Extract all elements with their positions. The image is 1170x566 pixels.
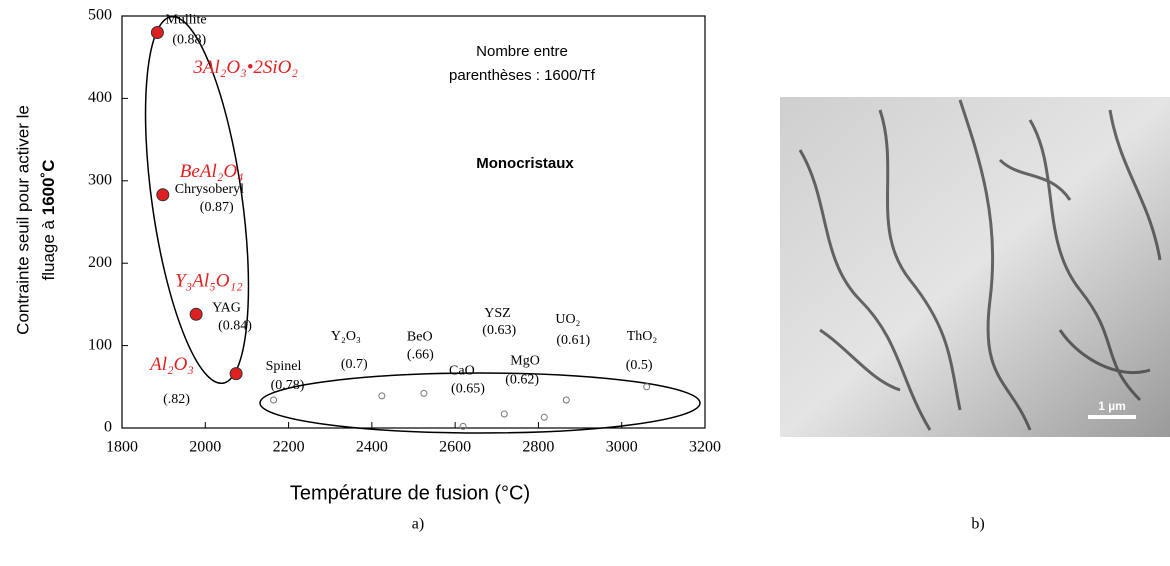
x-tick-label: 2600: [439, 439, 471, 456]
point: [150, 25, 164, 39]
point-ratio: (.66): [407, 348, 434, 363]
x-axis-label: Température de fusion (°C): [290, 482, 530, 504]
annotation: parenthèses : 1600/Tf: [449, 67, 596, 84]
scale-bar-label: 1 µm: [1098, 399, 1126, 413]
formula: 3Al₂O₃•2SiO₂: [192, 57, 298, 78]
point-ratio: (0.5): [626, 358, 653, 373]
y-tick-label: 500: [88, 7, 112, 24]
point: [378, 392, 386, 400]
y-tick-label: 100: [88, 336, 112, 353]
dislocations: [798, 99, 1162, 431]
y-tick-label: 200: [88, 254, 112, 271]
group-label: Monocristaux: [476, 155, 574, 172]
formula: BeAl₂O₄: [180, 161, 244, 182]
point-ratio: (0.84): [218, 319, 252, 334]
scale-bar: [1088, 415, 1136, 419]
y-axis-label-part: 1600˚C: [39, 160, 58, 216]
y-tick-label: 400: [88, 89, 112, 106]
y-axis-label: Contrainte seuil pour activer le: [13, 105, 32, 335]
point-ratio: (0.61): [556, 333, 590, 348]
point: [229, 367, 243, 381]
point: [562, 396, 570, 404]
x-tick-label: 2200: [273, 439, 305, 456]
point: [500, 410, 508, 418]
micrograph-background: [780, 97, 1170, 437]
point-label: Mullite: [165, 13, 206, 28]
x-tick-label: 2000: [189, 439, 221, 456]
point: [540, 413, 548, 421]
x-tick-label: 3200: [689, 439, 721, 456]
point: [189, 307, 203, 321]
point-label: BeO: [407, 330, 433, 345]
point-label: Chrysoberyl: [175, 182, 244, 197]
x-tick-label: 1800: [106, 439, 138, 456]
ellipse-single-crystals: [144, 15, 250, 385]
point-label: Spinel: [266, 359, 302, 374]
point-ratio: (0.87): [200, 200, 234, 215]
point-label: UO₂: [555, 312, 580, 327]
micrograph: 1 µm: [780, 97, 1170, 437]
point: [420, 389, 428, 397]
caption: a): [412, 516, 424, 533]
point-ratio: (0.62): [505, 373, 539, 388]
point-ratio: (0.88): [172, 33, 206, 48]
y-tick-label: 0: [104, 419, 112, 436]
ellipse-oxides: [259, 372, 701, 434]
x-tick-label: 2400: [356, 439, 388, 456]
x-tick-label: 2800: [522, 439, 554, 456]
point-ratio: (0.63): [482, 323, 516, 338]
point: [156, 188, 170, 202]
point-label: Y₂O₃: [331, 329, 361, 344]
point-label: ThO₂: [627, 329, 658, 344]
formula: Al₂O₃: [148, 354, 194, 375]
formula: Y₃Al₅O₁₂: [175, 271, 243, 292]
point: [643, 383, 651, 391]
point: [270, 396, 278, 404]
y-tick-label: 300: [88, 171, 112, 188]
point: [459, 422, 467, 430]
y-axis-label: fluage à 1600˚C: [39, 160, 58, 281]
point-ratio: (0.7): [341, 357, 368, 372]
point-ratio: (0.65): [451, 382, 485, 397]
y-axis-label-part: fluage à: [39, 215, 58, 280]
x-tick-label: 3000: [606, 439, 638, 456]
annotation: Nombre entre: [476, 43, 568, 60]
point-ratio: (.82): [163, 392, 190, 407]
caption: b): [971, 516, 984, 533]
point-label: MgO: [510, 354, 540, 369]
point-label: YSZ: [484, 306, 510, 321]
point-ratio: (0.78): [271, 378, 305, 393]
point-label: CaO: [449, 364, 475, 379]
plot-frame: [121, 15, 706, 429]
point-label: YAG: [212, 301, 241, 316]
